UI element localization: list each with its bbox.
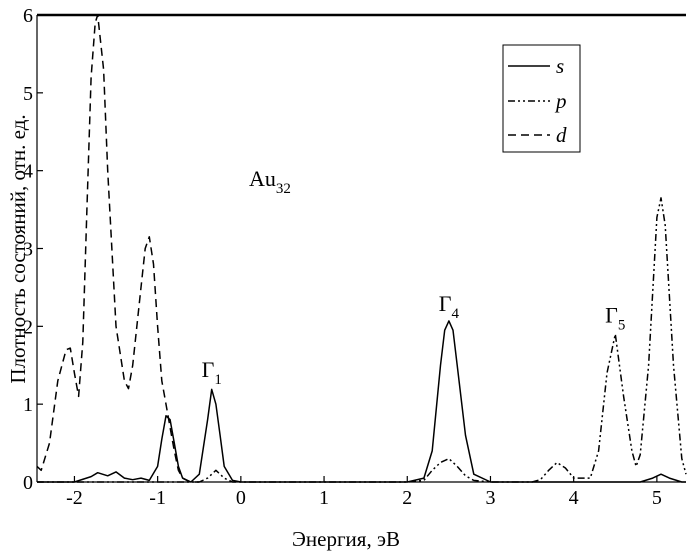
legend: s p d xyxy=(502,44,581,153)
x-tick-label: -1 xyxy=(149,487,166,509)
legend-label-p: p xyxy=(554,89,567,113)
annotation-main: Γ xyxy=(605,302,618,327)
x-tick-label: 0 xyxy=(236,487,246,509)
x-tick-label: 5 xyxy=(652,487,662,509)
annotation-label: Au32 xyxy=(249,166,291,197)
x-axis-title: Энергия, эВ xyxy=(292,527,400,551)
annotation-label: Γ4 xyxy=(439,291,460,322)
series-line-d xyxy=(36,14,200,483)
x-tick-label: -2 xyxy=(66,487,83,509)
y-tick-label: 0 xyxy=(23,472,33,494)
series-line-s xyxy=(37,320,686,483)
y-tick-label: 3 xyxy=(23,239,33,261)
y-tick-label: 1 xyxy=(23,394,33,416)
annotation-subscript: 5 xyxy=(618,317,626,333)
legend-label-s: s xyxy=(556,54,564,78)
y-tick-label: 4 xyxy=(23,161,33,183)
annotation-label: Γ1 xyxy=(202,357,222,388)
annotation-subscript: 4 xyxy=(451,306,459,322)
y-tick-label: 6 xyxy=(23,5,33,27)
x-tick-label: 4 xyxy=(569,487,579,509)
legend-label-d: d xyxy=(556,123,567,147)
annotation-subscript: 1 xyxy=(214,372,222,388)
annotation-main: Au xyxy=(249,166,276,191)
x-tick-label: 2 xyxy=(402,487,412,509)
annotation-main: Γ xyxy=(439,291,452,316)
annotation-main: Γ xyxy=(202,357,215,382)
x-tick-label: 1 xyxy=(319,487,329,509)
ticks-layer: -2 -1 0 1 2 3 4 5 0 1 2 3 4 5 6 xyxy=(23,5,662,509)
annotation-subscript: 32 xyxy=(276,181,291,197)
series-line-p xyxy=(37,197,687,483)
plot-frame xyxy=(36,13,686,483)
y-tick-label: 2 xyxy=(23,316,33,338)
y-tick-label: 5 xyxy=(23,83,33,105)
x-tick-label: 3 xyxy=(485,487,495,509)
y-axis-title: Плотность состояний, отн. ед. xyxy=(6,114,30,383)
series-layer xyxy=(36,14,687,483)
annotation-label: Γ5 xyxy=(605,302,625,333)
